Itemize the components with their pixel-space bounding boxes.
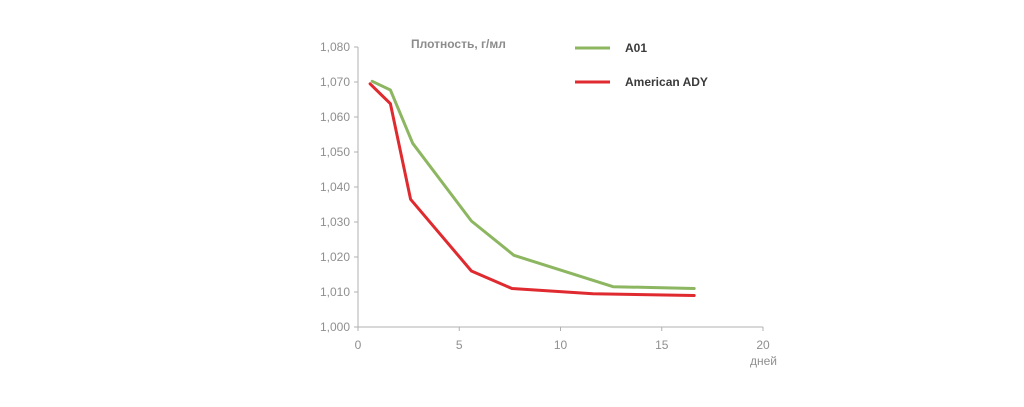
y-tick-label: 1,040 [320,180,350,194]
y-tick-label: 1,000 [320,320,350,334]
chart-axes [357,47,763,328]
y-tick-label: 1,050 [320,145,350,159]
y-tick-label: 1,080 [320,40,350,54]
x-tick-label: 0 [355,338,362,352]
x-tick-labels: 0 5 10 15 20 [355,327,770,352]
chart-legend: A01 American ADY [575,41,708,89]
series-line-american-ady [368,82,696,297]
x-tick-label: 20 [756,338,770,352]
y-tick-label: 1,010 [320,285,350,299]
x-axis-title: дней [750,354,777,368]
y-tick-label: 1,020 [320,250,350,264]
x-tick-label: 5 [456,338,463,352]
chart-series [368,79,696,297]
legend-label-american-ady: American ADY [625,75,708,89]
x-tick-label: 15 [655,338,669,352]
y-tick-label: 1,060 [320,110,350,124]
y-tick-label: 1,070 [320,75,350,89]
x-tick-label: 10 [554,338,568,352]
legend-label-a01: A01 [625,41,647,55]
y-axis-title: Плотность, г/мл [411,37,506,51]
y-tick-labels: 1,000 1,010 1,020 1,030 1,040 1,050 1,060 1,070… [320,40,358,334]
series-line-a01 [370,79,696,290]
y-tick-label: 1,030 [320,215,350,229]
